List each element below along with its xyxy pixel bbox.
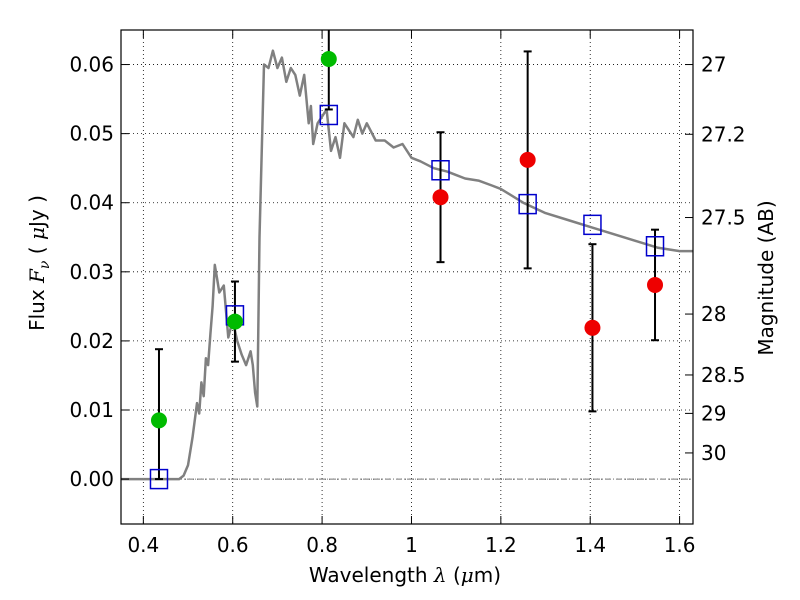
model-square-layer (149, 104, 665, 490)
x-tick-label: 0.6 (217, 533, 249, 557)
data-point-layer (150, 51, 664, 429)
errorbar-layer (154, 30, 660, 481)
model-square-marker (583, 214, 602, 236)
x-tick-label: 1 (405, 533, 418, 557)
model-square-marker (431, 160, 450, 181)
green-points-marker (150, 412, 167, 429)
model-sed-line (121, 49, 693, 481)
y2-tick-label: 28.5 (701, 363, 746, 387)
y2-tick-label: 29 (701, 401, 726, 425)
plot-frame (120, 29, 694, 525)
y-tick-label: 0.01 (69, 398, 114, 422)
model-square-marker (645, 236, 665, 257)
red-points-marker (519, 151, 536, 168)
x-tick-label: 1.6 (664, 533, 696, 557)
x-tick-label: 1.4 (574, 533, 606, 557)
y-axis-label: Flux Fν ( μJy ) (25, 195, 53, 331)
y-tick-label: 0.00 (69, 467, 114, 491)
model-sed-layer (121, 49, 693, 481)
y-tick-label: 0.05 (69, 122, 114, 146)
model-square-marker (518, 193, 537, 215)
model-square-marker (149, 468, 169, 490)
red-points-marker (432, 189, 449, 206)
y-tick-label: 0.02 (69, 329, 114, 353)
model-square-marker (319, 104, 339, 126)
y2-tick-label: 27.5 (701, 206, 746, 230)
y2-tick-label: 27 (701, 53, 726, 77)
red-points-marker (647, 276, 664, 293)
y-tick-label: 0.04 (69, 191, 114, 215)
y2-tick-label: 27.2 (701, 122, 746, 146)
y2-tick-label: 30 (701, 441, 726, 465)
grid-layer (121, 30, 693, 524)
y-tick-label: 0.03 (69, 260, 114, 284)
green-points-marker (320, 51, 337, 68)
x-tick-label: 1.2 (485, 533, 517, 557)
green-points-marker (226, 313, 243, 330)
red-points-marker (584, 319, 601, 336)
tick-layer (121, 30, 693, 524)
y-tick-label: 0.06 (69, 53, 114, 77)
x-tick-label: 0.8 (306, 533, 338, 557)
tick-label-layer: 0.4 0.6 0.8 1 1.2 1.4 1.6 0.00 0.01 0.02 0.03 0.04 0… (69, 53, 745, 557)
y2-tick-label: 28 (701, 302, 726, 326)
x-axis-label: Wavelength λ (μm) (309, 563, 501, 587)
x-tick-label: 0.4 (127, 533, 159, 557)
y2-axis-label: Magnitude (AB) (754, 200, 778, 355)
